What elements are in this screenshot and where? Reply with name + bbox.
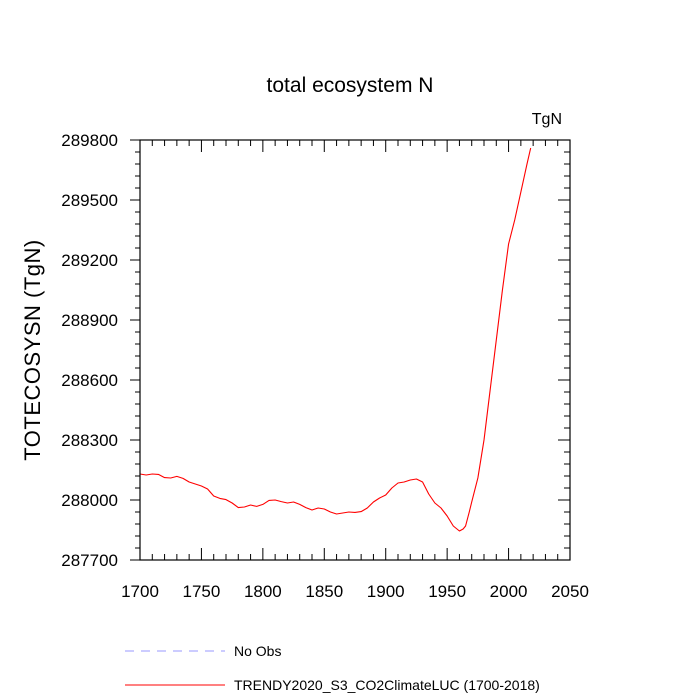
- x-tick-label: 2000: [490, 582, 528, 601]
- axis-ticks: [130, 139, 571, 561]
- legend-label-trendy: TRENDY2020_S3_CO2ClimateLUC (1700-2018): [234, 677, 540, 693]
- y-tick-label: 288000: [61, 491, 118, 510]
- units-label: TgN: [532, 111, 562, 128]
- y-tick-label: 287700: [61, 551, 118, 570]
- y-axis-label: TOTECOSYSN (TgN): [20, 239, 45, 461]
- x-tick-label: 1750: [183, 582, 221, 601]
- chart-title: total ecosystem N: [267, 74, 434, 97]
- series-layer: [139, 147, 532, 532]
- x-tick-label: 1950: [428, 582, 466, 601]
- x-tick-label: 1700: [121, 582, 159, 601]
- y-tick-label: 288600: [61, 371, 118, 390]
- y-tick-label: 288300: [61, 431, 118, 450]
- y-tick-label: 289800: [61, 131, 118, 150]
- y-tick-label: 288900: [61, 311, 118, 330]
- tick-labels: 1700 1750 1800 1850 1900 1950 2000 2050 287700 28…: [61, 131, 589, 601]
- legend: No Obs TRENDY2020_S3_CO2ClimateLUC (1700…: [125, 643, 540, 693]
- plot-frame: [139, 139, 571, 561]
- x-tick-label: 1800: [244, 582, 282, 601]
- y-tick-label: 289200: [61, 251, 118, 270]
- y-tick-label: 289500: [61, 191, 118, 210]
- x-tick-label: 2050: [551, 582, 589, 601]
- legend-label-no-obs: No Obs: [234, 643, 281, 659]
- x-tick-label: 1850: [305, 582, 343, 601]
- series-line-trendy2020-s3-co2climateluc-1700-2018: [139, 147, 532, 532]
- x-tick-label: 1900: [367, 582, 405, 601]
